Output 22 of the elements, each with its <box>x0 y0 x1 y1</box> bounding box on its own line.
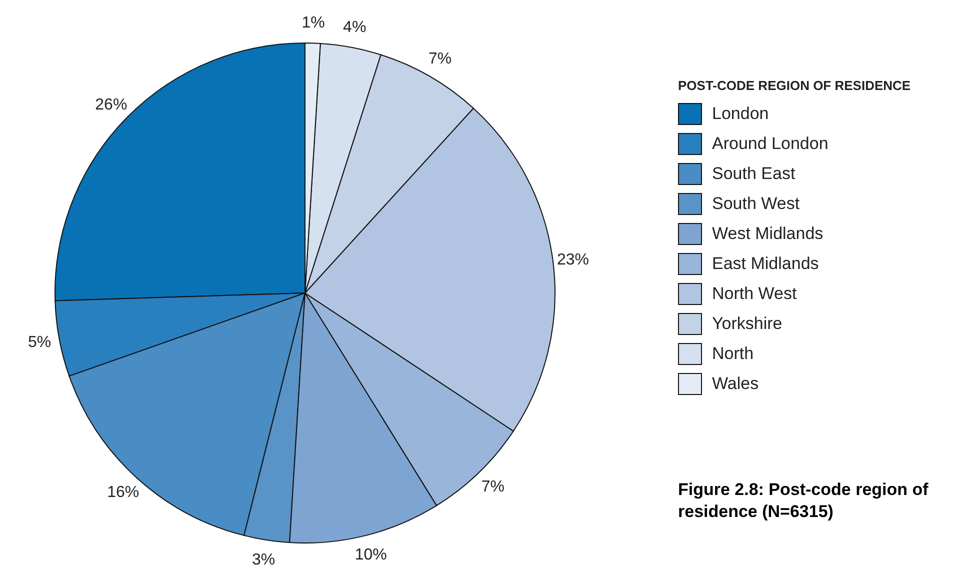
data-label: 3% <box>252 551 276 568</box>
legend-title: POST-CODE REGION OF RESIDENCE <box>678 78 912 93</box>
legend-label: Wales <box>712 374 759 394</box>
legend-label: North West <box>712 284 797 304</box>
legend-label: West Midlands <box>712 224 824 244</box>
data-label: 1% <box>302 14 325 32</box>
data-label: 16% <box>107 484 140 502</box>
data-label: 7% <box>481 478 505 496</box>
legend-label: Around London <box>712 134 828 154</box>
legend-label: East Midlands <box>712 254 819 274</box>
legend-label: South West <box>712 194 800 214</box>
data-label: 23% <box>556 251 589 268</box>
legend-label: Yorkshire <box>712 314 782 334</box>
data-label: 7% <box>428 50 452 68</box>
legend-label: North <box>712 344 754 364</box>
legend-label: London <box>712 104 769 124</box>
data-label: 5% <box>28 334 52 352</box>
legend-label: South East <box>712 164 796 184</box>
text: Figure 2.8: Post-code region of residence (N=6315) <box>678 479 930 523</box>
data-label: 26% <box>95 96 128 114</box>
data-label: 4% <box>343 19 366 36</box>
data-label: 10% <box>354 546 387 564</box>
